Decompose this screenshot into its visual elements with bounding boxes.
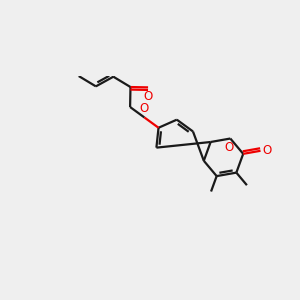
Text: O: O [140, 102, 149, 115]
Text: O: O [262, 144, 272, 157]
Text: O: O [143, 90, 153, 103]
Text: O: O [225, 141, 234, 154]
